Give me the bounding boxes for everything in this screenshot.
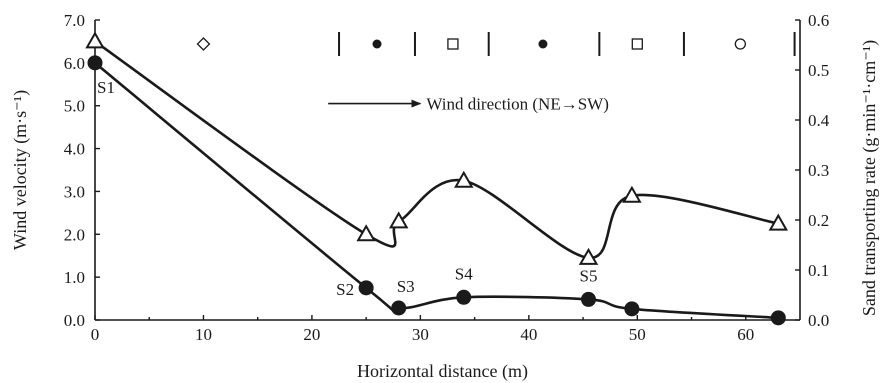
triangle-marker bbox=[768, 213, 789, 231]
y-left-tick-label: 5.0 bbox=[64, 97, 85, 116]
site-label: S2 bbox=[336, 280, 354, 299]
y-right-tick-label: 0.3 bbox=[808, 161, 829, 180]
circle-marker bbox=[456, 289, 472, 305]
wind-direction-label: Wind direction (NE→SW) bbox=[426, 95, 609, 114]
y-left-tick-label: 1.0 bbox=[64, 268, 85, 287]
y-left-tick-label: 2.0 bbox=[64, 225, 85, 244]
circle-marker bbox=[581, 291, 596, 307]
y-right-tick-label: 0.2 bbox=[808, 211, 829, 230]
circle-marker bbox=[391, 300, 407, 316]
zone-symbol-filled-circle bbox=[372, 39, 382, 49]
x-tick-label: 50 bbox=[629, 325, 646, 344]
x-tick-label: 0 bbox=[91, 325, 100, 344]
x-tick-label: 60 bbox=[737, 325, 754, 344]
y-axis-right-title: Sand transporting rate (g·min⁻¹·cm⁻¹) bbox=[859, 40, 880, 316]
y-right-tick-label: 0.5 bbox=[808, 61, 829, 80]
triangle-marker bbox=[388, 211, 409, 229]
y-left-tick-label: 3.0 bbox=[64, 182, 85, 201]
site-label: S5 bbox=[580, 266, 598, 285]
triangle-marker bbox=[578, 247, 599, 265]
zone-symbol-open-diamond bbox=[196, 37, 211, 51]
y-axis-left-title: Wind velocity (m·s⁻¹) bbox=[10, 90, 31, 250]
y-right-tick-label: 0.1 bbox=[808, 261, 829, 280]
site-label: S4 bbox=[455, 264, 473, 283]
y-right-tick-label: 0.4 bbox=[808, 111, 830, 130]
circle-marker bbox=[624, 301, 640, 317]
zone-symbol-open-circle bbox=[734, 38, 746, 50]
site-label: S3 bbox=[397, 277, 415, 296]
x-tick-label: 30 bbox=[412, 325, 429, 344]
y-left-tick-label: 4.0 bbox=[64, 140, 85, 159]
x-tick-label: 40 bbox=[520, 325, 537, 344]
y-left-tick-label: 0.0 bbox=[64, 311, 85, 330]
zone-symbol-open-square bbox=[631, 38, 643, 50]
circle-marker bbox=[358, 280, 374, 296]
site-label: S1 bbox=[97, 78, 115, 97]
y-left-tick-label: 6.0 bbox=[64, 54, 85, 73]
x-axis-title: Horizontal distance (m) bbox=[357, 361, 528, 382]
x-tick-label: 10 bbox=[195, 325, 212, 344]
triangle-marker bbox=[356, 224, 376, 242]
circle-marker bbox=[770, 310, 786, 326]
y-right-tick-label: 0.6 bbox=[808, 11, 829, 30]
y-left-tick-label: 7.0 bbox=[64, 11, 85, 30]
triangle-marker bbox=[622, 185, 642, 203]
zone-symbol-filled-circle bbox=[538, 39, 548, 49]
triangle-marker bbox=[85, 31, 105, 49]
circle-marker bbox=[87, 55, 103, 71]
triangle-marker bbox=[454, 170, 474, 188]
y-right-tick-label: 0.0 bbox=[808, 311, 829, 330]
zone-symbol-open-square bbox=[447, 38, 459, 50]
x-tick-label: 20 bbox=[303, 325, 320, 344]
